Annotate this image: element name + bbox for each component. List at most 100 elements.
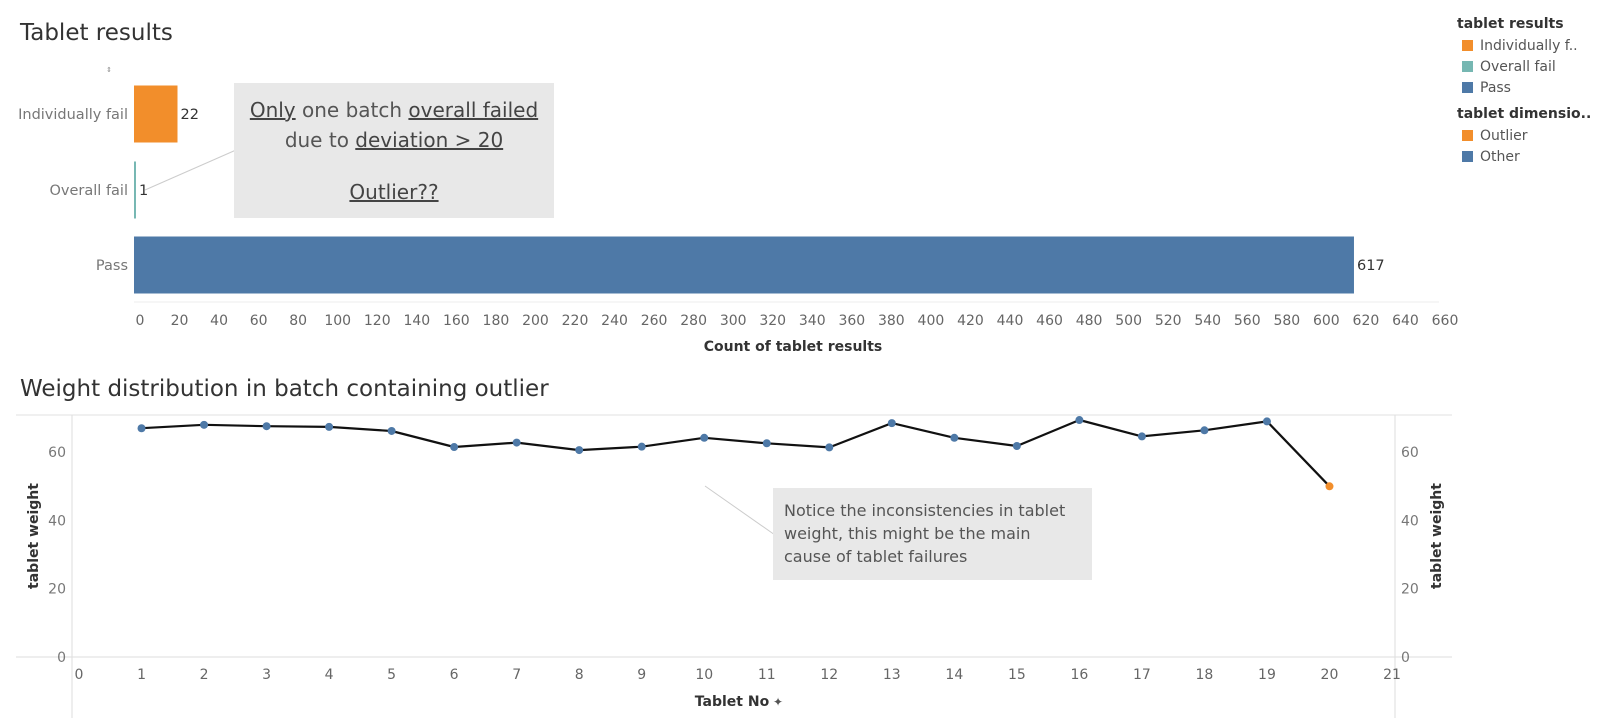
line-data-point	[137, 424, 146, 433]
line-y-tick-label-left: 20	[48, 582, 66, 598]
legend-item-pass[interactable]: Pass	[1457, 77, 1600, 98]
pin-icon: ✦	[773, 695, 783, 709]
bar-x-tick-label: 380	[878, 313, 905, 329]
bar-x-tick-label: 180	[483, 313, 510, 329]
line-x-tick-label: 13	[883, 667, 901, 683]
bar-x-tick-label: 0	[136, 313, 145, 329]
line-y-axis-title-right: tablet weight	[1429, 483, 1445, 589]
line-x-tick-label: 17	[1133, 667, 1151, 683]
sort-indicator-icon: ⇕	[106, 66, 112, 74]
legend-swatch	[1462, 151, 1473, 162]
bar-x-tick-label: 420	[957, 313, 984, 329]
legend-swatch	[1462, 61, 1473, 72]
bar-x-tick-label: 140	[403, 313, 430, 329]
bar-x-tick-label: 560	[1234, 313, 1261, 329]
line-data-point	[700, 433, 709, 442]
bar-x-tick-label: 620	[1353, 313, 1380, 329]
line-x-tick-label: 18	[1196, 667, 1214, 683]
legend-label: Other	[1480, 148, 1520, 165]
line-x-tick-label: 14	[945, 667, 963, 683]
line-data-point	[387, 426, 396, 435]
line-x-axis-title: Tablet No	[695, 694, 770, 710]
bar-x-tick-label: 440	[997, 313, 1024, 329]
legend-item-overall-fail[interactable]: Overall fail	[1457, 56, 1600, 77]
bar-pass	[134, 236, 1354, 294]
legend-item-outlier[interactable]: Outlier	[1457, 125, 1600, 146]
line-data-point	[1075, 416, 1084, 425]
bar-x-tick-label: 580	[1273, 313, 1300, 329]
bar-x-tick-label: 100	[324, 313, 351, 329]
legend-label: Outlier	[1480, 127, 1528, 144]
bar-x-tick-label: 400	[918, 313, 945, 329]
bar-x-tick-label: 600	[1313, 313, 1340, 329]
line-y-tick-label-right: 60	[1401, 445, 1419, 461]
bar-x-tick-label: 160	[443, 313, 470, 329]
bar-x-axis-title: Count of tablet results	[704, 339, 883, 355]
bar-x-tick-label: 200	[522, 313, 549, 329]
line-y-tick-label-right: 20	[1401, 582, 1419, 598]
legend[interactable]: tablet results Individually f.. Overall …	[1457, 14, 1600, 167]
line-x-tick-label: 3	[262, 667, 271, 683]
line-y-tick-label-left: 0	[57, 650, 66, 666]
annotation-word-outlier: Outlier??	[349, 180, 439, 204]
legend-swatch	[1462, 82, 1473, 93]
legend-item-individually-fail[interactable]: Individually f..	[1457, 35, 1600, 56]
bar-overall-fail	[134, 161, 136, 219]
line-x-tick-label: 11	[758, 667, 776, 683]
bar-x-tick-label: 300	[720, 313, 747, 329]
line-x-tick-label: 9	[637, 667, 646, 683]
bar-x-tick-label: 40	[210, 313, 228, 329]
bar-x-tick-label: 340	[799, 313, 826, 329]
bar-x-tick-label: 520	[1155, 313, 1182, 329]
bar-x-tick-label: 60	[250, 313, 268, 329]
line-data-point	[325, 422, 334, 431]
line-data-point	[825, 443, 834, 452]
legend-swatch	[1462, 40, 1473, 51]
bottom-chart-title: Weight distribution in batch containing …	[20, 376, 549, 402]
line-x-tick-label: 0	[75, 667, 84, 683]
line-x-tick-label: 19	[1258, 667, 1276, 683]
line-x-tick-label: 6	[450, 667, 459, 683]
line-series-path	[141, 418, 1331, 488]
line-x-tick-label: 7	[512, 667, 521, 683]
line-y-tick-label-left: 40	[48, 513, 66, 529]
annotation2-pointer-line	[704, 485, 776, 536]
bar-x-tick-label: 120	[364, 313, 391, 329]
legend-title-tablet-results: tablet results	[1457, 16, 1564, 32]
line-data-point	[200, 420, 209, 429]
line-x-tick-label: 4	[325, 667, 334, 683]
line-data-point	[887, 419, 896, 428]
line-data-point	[450, 443, 459, 452]
annotation-text-due-to: due to	[284, 128, 356, 152]
bar-category-label: Overall fail	[50, 183, 128, 199]
line-data-point	[1137, 432, 1146, 441]
legend-swatch	[1462, 130, 1473, 141]
line-x-tick-label: 20	[1321, 667, 1339, 683]
top-chart-title: Tablet results	[20, 20, 173, 46]
line-data-point	[1325, 482, 1334, 491]
legend-title-tablet-dimension: tablet dimensio..	[1457, 106, 1592, 122]
bar-individually-fail	[134, 85, 178, 143]
line-data-point	[637, 442, 646, 451]
line-data-point	[1200, 426, 1209, 435]
bar-x-tick-label: 540	[1194, 313, 1221, 329]
annotation-inconsistencies: Notice the inconsistencies in tablet wei…	[773, 488, 1092, 580]
bar-x-tick-label: 660	[1432, 313, 1459, 329]
line-x-tick-label: 1	[137, 667, 146, 683]
line-x-tick-label: 21	[1383, 667, 1401, 683]
line-data-point	[512, 438, 521, 447]
bar-category-label: Individually fail	[18, 107, 128, 123]
line-data-point	[1262, 417, 1271, 426]
legend-label: Overall fail	[1480, 58, 1556, 75]
legend-label: Individually f..	[1480, 37, 1578, 54]
bar-x-tick-label: 500	[1115, 313, 1142, 329]
legend-item-other[interactable]: Other	[1457, 146, 1600, 167]
line-x-tick-label: 10	[695, 667, 713, 683]
bar-x-tick-label: 460	[1036, 313, 1063, 329]
annotation-text-one-batch: one batch	[295, 98, 409, 122]
annotation-word-only: Only	[249, 98, 296, 122]
bar-x-tick-label: 260	[641, 313, 668, 329]
annotation-outlier: Only one batch overall failed due to dev…	[234, 83, 554, 218]
line-data-point	[950, 433, 959, 442]
bar-value-label: 22	[181, 107, 199, 123]
